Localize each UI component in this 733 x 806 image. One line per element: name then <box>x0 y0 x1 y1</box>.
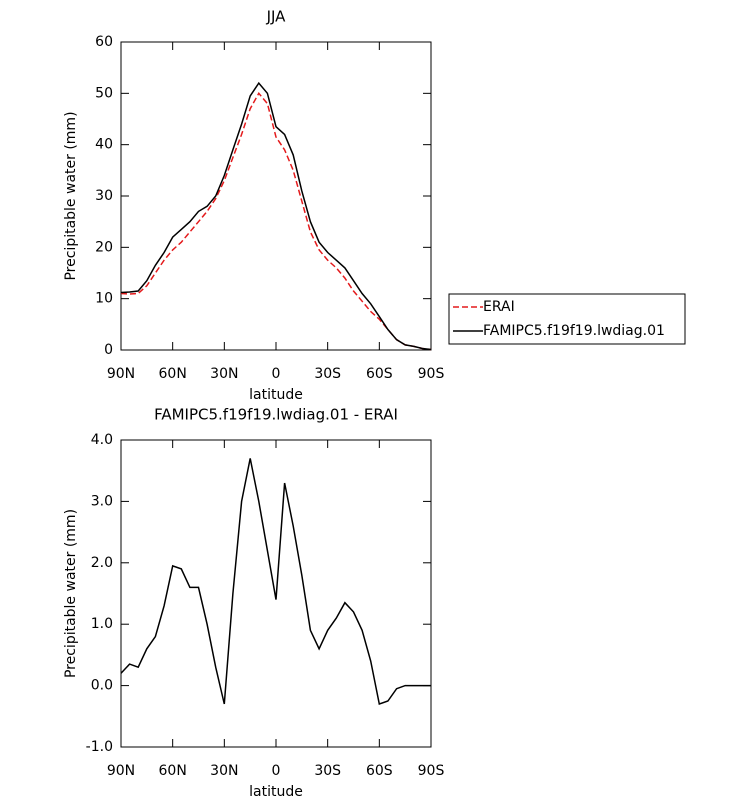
plot-frame <box>120 41 432 351</box>
y-tick-label: 30 <box>95 188 113 204</box>
x-tick-label: 60N <box>159 763 187 779</box>
x-tick-label: 30S <box>314 763 341 779</box>
y-axis-label: Precipitable water (mm) <box>63 509 79 678</box>
y-tick-label: 40 <box>95 137 113 153</box>
y-tick-label: 0.0 <box>91 678 113 694</box>
y-tick-label: 20 <box>95 239 113 255</box>
x-tick-label: 0 <box>272 763 281 779</box>
x-tick-label: 0 <box>272 366 281 382</box>
y-tick-label: 2.0 <box>91 555 113 571</box>
x-tick-label: 60S <box>366 763 393 779</box>
data-line <box>120 91 432 351</box>
y-axis-label: Precipitable water (mm) <box>63 111 79 280</box>
data-line <box>120 81 432 351</box>
legend-box <box>448 293 686 345</box>
x-axis-label: latitude <box>249 784 303 800</box>
x-tick-label: 90N <box>107 763 135 779</box>
x-tick-label: 60S <box>366 366 393 382</box>
legend-label: FAMIPC5.f19f19.lwdiag.01 <box>483 323 665 339</box>
x-tick-label: 60N <box>159 366 187 382</box>
data-line <box>120 458 431 705</box>
y-tick-label: 50 <box>95 85 113 101</box>
y-tick-label: 10 <box>95 291 113 307</box>
y-tick-label: -1.0 <box>86 739 113 755</box>
x-tick-label: 90S <box>418 366 445 382</box>
x-tick-label: 30S <box>314 366 341 382</box>
chart-title: JJA <box>266 8 287 26</box>
y-tick-label: 0 <box>104 342 113 358</box>
chart-title: FAMIPC5.f19f19.lwdiag.01 - ERAI <box>154 406 398 424</box>
legend-label: ERAI <box>483 299 515 315</box>
x-axis-label: latitude <box>249 387 303 403</box>
x-tick-label: 90N <box>107 366 135 382</box>
y-tick-label: 1.0 <box>91 616 113 632</box>
x-tick-label: 90S <box>418 763 445 779</box>
plot-frame <box>120 439 432 748</box>
x-tick-label: 30N <box>210 366 238 382</box>
legend: ERAI FAMIPC5.f19f19.lwdiag.01 <box>448 293 686 345</box>
y-tick-label: 60 <box>95 34 113 50</box>
y-tick-label: 3.0 <box>91 493 113 509</box>
y-tick-label: 4.0 <box>91 432 113 448</box>
x-tick-label: 30N <box>210 763 238 779</box>
